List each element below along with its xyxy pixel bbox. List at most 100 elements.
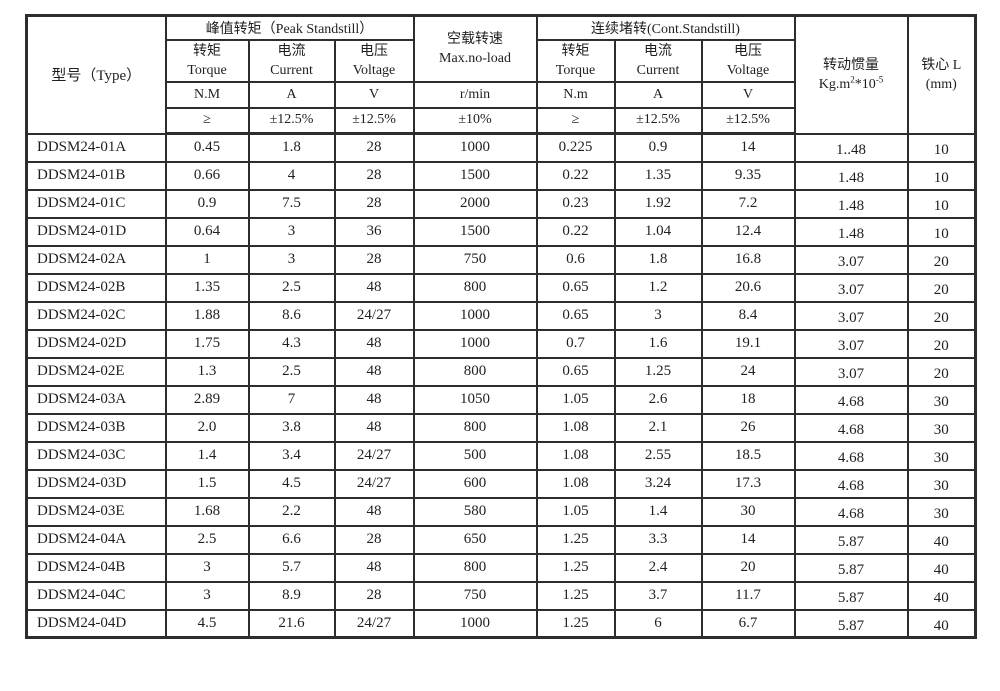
header-inertia: 转动惯量 Kg.m2*10-5: [793, 14, 909, 135]
model-cell: DDSM24-03C: [25, 440, 167, 471]
cont-current-cell: 6: [613, 608, 703, 639]
peak-voltage-cell: 48: [333, 552, 415, 583]
unit-cell: N.m: [535, 80, 616, 109]
cont-voltage-cell: 18.5: [700, 440, 796, 471]
core-length-cell: 30: [906, 412, 977, 443]
core-length-cell: 40: [906, 608, 977, 639]
core-length-cell: 20: [906, 356, 977, 387]
cont-voltage-cell: 8.4: [700, 300, 796, 331]
peak-voltage-cell: 48: [333, 496, 415, 527]
cont-voltage-cell: 17.3: [700, 468, 796, 499]
cont-voltage-cell: 7.2: [700, 188, 796, 219]
peak-current-cell: 7.5: [247, 188, 336, 219]
model-text: DDSM24-03E: [37, 503, 125, 519]
cont-current-cell: 1.6: [613, 328, 703, 359]
peak-current-cell: 2.5: [247, 356, 336, 387]
header-row-units: N.M A V r/min N.m A V: [27, 80, 976, 109]
inertia-cell: 4.68: [793, 496, 909, 527]
table-row: DDSM24-03C 1.4 3.4 24/27 500 1.08 2.55 1…: [25, 440, 977, 471]
peak-torque-cell: 3: [164, 580, 250, 611]
model-cell: DDSM24-04C: [25, 580, 167, 611]
inertia-cell: 3.07: [793, 356, 909, 387]
noload-speed-cell: 580: [412, 496, 538, 527]
noload-speed-cell: 1000: [412, 300, 538, 331]
peak-current-cell: 2.2: [247, 496, 336, 527]
inertia-cell: 1.48: [793, 160, 909, 191]
model-text: DDSM24-04A: [37, 531, 127, 547]
model-cell: DDSM24-01B: [25, 160, 167, 191]
inertia-cell: 1.48: [793, 216, 909, 247]
noload-speed-cell: 600: [412, 468, 538, 499]
model-cell: DDSM24-04D: [25, 608, 167, 639]
cont-voltage-cell: 26: [700, 412, 796, 443]
peak-torque-cell: 1.68: [164, 496, 250, 527]
cont-torque-cell: 1.08: [535, 440, 616, 471]
peak-voltage-cell: 48: [333, 384, 415, 415]
unit-cell: N.M: [164, 80, 250, 109]
cont-current-cell: 2.55: [613, 440, 703, 471]
peak-torque-cell: 1.3: [164, 356, 250, 387]
core-length-cell: 30: [906, 496, 977, 527]
model-text: DDSM24-04D: [37, 614, 127, 631]
peak-current-cell: 3.4: [247, 440, 336, 471]
peak-torque-cell: 1.75: [164, 328, 250, 359]
noload-speed-cell: 800: [412, 552, 538, 583]
cont-voltage-cell: 30: [700, 496, 796, 527]
peak-current-cell: 2.5: [247, 272, 336, 303]
peak-torque-cell: 4.5: [164, 608, 250, 639]
model-text: DDSM24-01A: [37, 139, 127, 155]
model-text: DDSM24-02C: [37, 307, 126, 323]
peak-current-cell: 3.8: [247, 412, 336, 443]
peak-current-cell: 7: [247, 384, 336, 415]
peak-current-cell: 1.8: [247, 132, 336, 163]
header-cont-group: 连续堵转(Cont.Standstill): [535, 14, 796, 41]
peak-voltage-cell: 28: [333, 244, 415, 275]
peak-current-cell: 8.9: [247, 580, 336, 611]
tolerance-cell: ≥: [535, 106, 616, 135]
core-length-cell: 20: [906, 300, 977, 331]
noload-speed-cell: 650: [412, 524, 538, 555]
header-noload-en: Max.no-load: [439, 50, 511, 66]
core-length-cell: 20: [906, 272, 977, 303]
cont-voltage-cell: 11.7: [700, 580, 796, 611]
core-length-cell: 20: [906, 244, 977, 275]
model-text: DDSM24-03A: [37, 391, 127, 407]
header-inertia-zh: 转动惯量: [823, 57, 879, 73]
cont-voltage-cell: 16.8: [700, 244, 796, 275]
tolerance-cell: ±12.5%: [247, 106, 336, 135]
model-cell: DDSM24-02B: [25, 272, 167, 303]
inertia-cell: 3.07: [793, 328, 909, 359]
model-text: DDSM24-03D: [37, 475, 127, 491]
cont-voltage-cell: 24: [700, 356, 796, 387]
model-text: DDSM24-02B: [37, 279, 126, 295]
cont-current-cell: 3: [613, 300, 703, 331]
cont-torque-cell: 1.08: [535, 468, 616, 499]
cont-voltage-cell: 20.6: [700, 272, 796, 303]
header-type: 型号（Type）: [25, 14, 167, 135]
model-cell: DDSM24-01D: [25, 216, 167, 247]
peak-torque-cell: 2.89: [164, 384, 250, 415]
model-text: DDSM24-03C: [37, 447, 126, 463]
core-length-cell: 10: [906, 132, 977, 163]
inertia-cell: 3.07: [793, 300, 909, 331]
core-length-cell: 40: [906, 552, 977, 583]
table-header: 型号（Type） 峰值转矩（Peak Standstill） 空载转速 Max.…: [25, 14, 977, 135]
peak-torque-cell: 1: [164, 244, 250, 275]
table-row: DDSM24-02C 1.88 8.6 24/27 1000 0.65 3 8.…: [25, 300, 977, 331]
cont-torque-cell: 0.65: [535, 272, 616, 303]
inertia-cell: 1..48: [793, 132, 909, 163]
cont-current-cell: 3.7: [613, 580, 703, 611]
core-length-cell: 40: [906, 580, 977, 611]
model-text: DDSM24-02D: [37, 335, 127, 351]
cont-torque-cell: 0.22: [535, 160, 616, 191]
peak-voltage-cell: 24/27: [333, 468, 415, 499]
noload-speed-cell: 800: [412, 356, 538, 387]
peak-current-cell: 4.3: [247, 328, 336, 359]
tolerance-cell: ±12.5%: [613, 106, 703, 135]
header-core-unit: (mm): [925, 76, 957, 92]
header-row-groups: 型号（Type） 峰值转矩（Peak Standstill） 空载转速 Max.…: [25, 14, 977, 135]
peak-voltage-cell: 24/27: [333, 440, 415, 471]
peak-voltage-cell: 28: [333, 188, 415, 219]
inertia-cell: 5.87: [793, 552, 909, 583]
